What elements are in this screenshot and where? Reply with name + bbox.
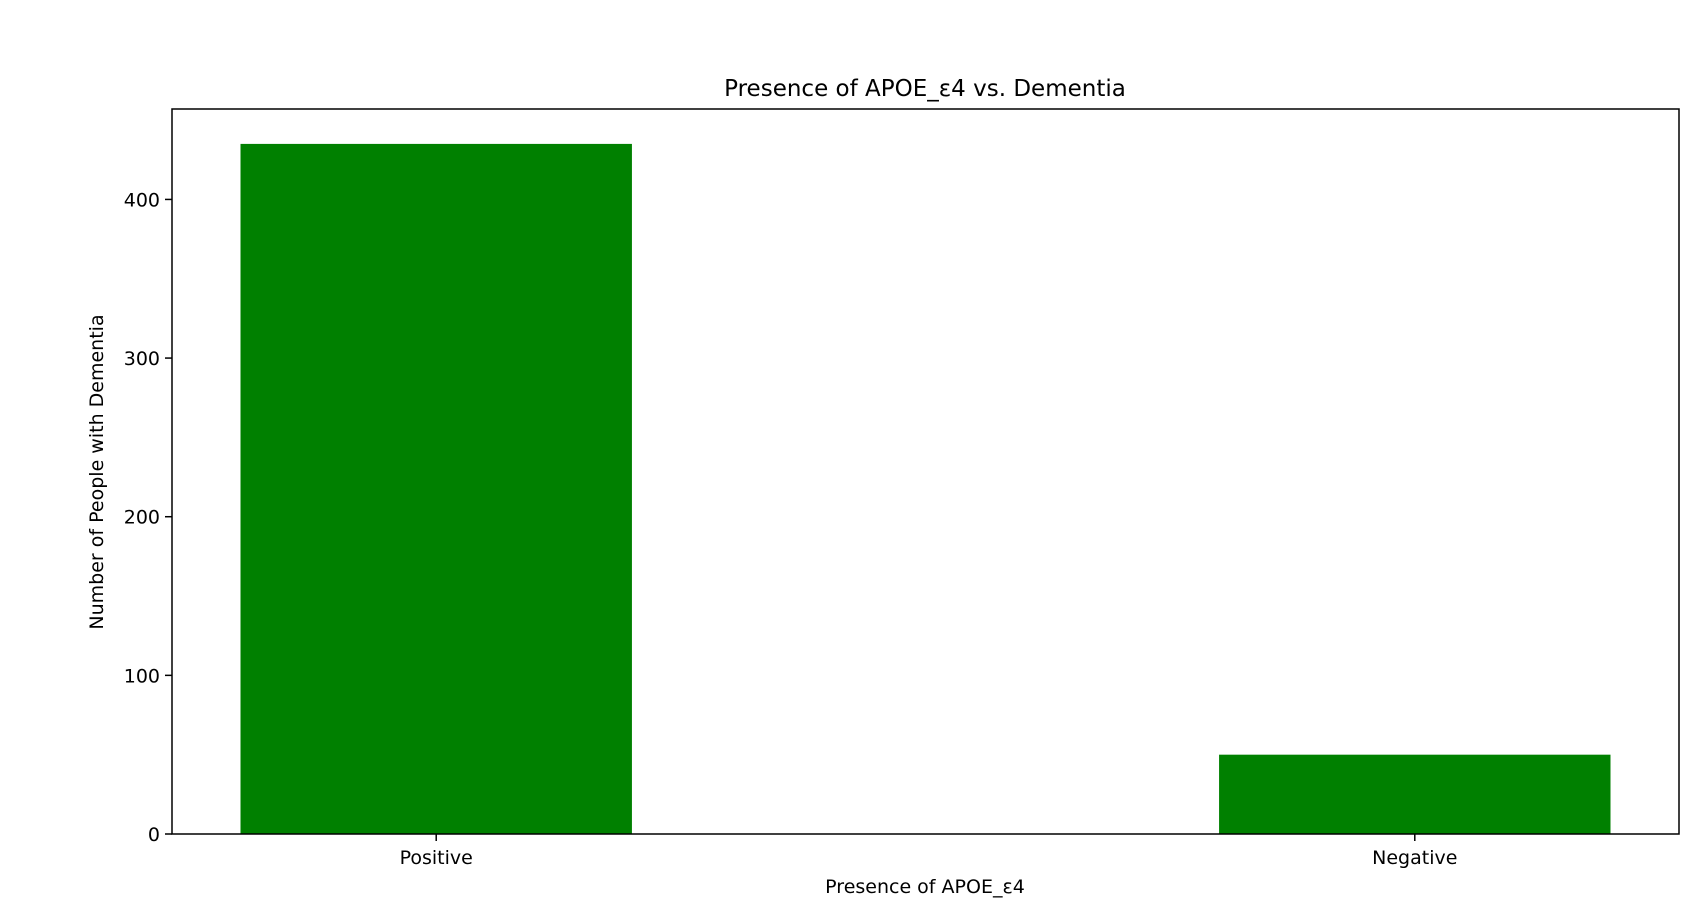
x-tick-label-positive: Positive <box>400 847 473 869</box>
y-tick-label: 300 <box>124 348 160 370</box>
y-tick-label: 100 <box>124 665 160 687</box>
x-axis: Positive Negative <box>400 834 1457 869</box>
y-axis-label: Number of People with Dementia <box>86 314 108 629</box>
bar-positive <box>240 143 632 834</box>
bars <box>240 143 1611 834</box>
y-axis: 0 100 200 300 400 <box>124 189 172 846</box>
y-tick-label: 0 <box>148 824 160 846</box>
plot-frame <box>171 108 1680 835</box>
chart-title: Presence of APOE_ε4 vs. Dementia <box>724 76 1126 102</box>
x-axis-label: Presence of APOE_ε4 <box>825 876 1025 898</box>
y-tick-label: 400 <box>124 189 160 211</box>
x-tick-label-negative: Negative <box>1372 847 1457 869</box>
bar-negative <box>1219 754 1611 834</box>
y-tick-label: 200 <box>124 507 160 529</box>
